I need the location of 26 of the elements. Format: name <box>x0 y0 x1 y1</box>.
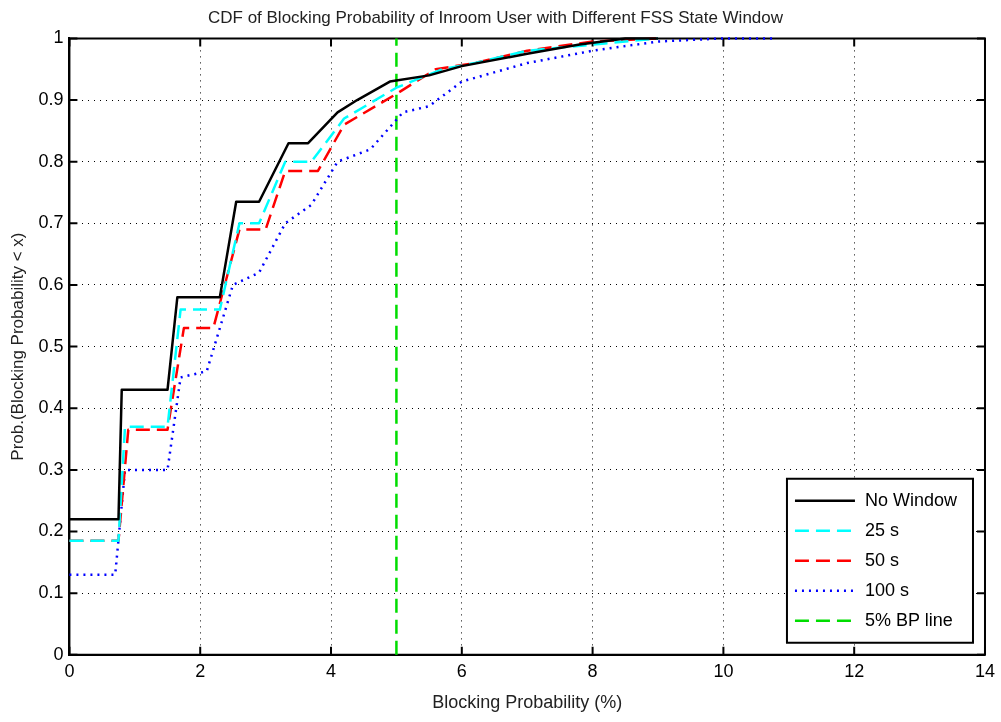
x-tick-label: 2 <box>195 660 206 681</box>
x-tick-label: 14 <box>974 660 995 681</box>
y-tick-label: 0.4 <box>38 397 64 418</box>
legend-label: 25 s <box>864 519 899 540</box>
x-tick-label: 10 <box>713 660 734 681</box>
x-axis-title: Blocking Probability (%) <box>432 692 623 713</box>
y-axis-title: Prob.(Blocking Probability < x) <box>7 232 27 461</box>
y-tick-label: 0 <box>53 643 64 664</box>
x-tick-label: 12 <box>844 660 865 681</box>
x-tick-label: 6 <box>456 660 467 681</box>
legend-label: 100 s <box>864 579 910 600</box>
y-tick-label: 0.6 <box>38 273 64 294</box>
x-tick-label: 4 <box>326 660 337 681</box>
y-tick-label: 0.8 <box>38 150 64 171</box>
legend-label: No Window <box>864 489 958 510</box>
y-tick-label: 0.2 <box>38 520 64 541</box>
y-tick-label: 0.1 <box>38 582 64 603</box>
x-tick-label: 8 <box>587 660 598 681</box>
y-tick-label: 0.5 <box>38 335 64 356</box>
y-tick-label: 0.9 <box>38 89 64 110</box>
y-tick-label: 1 <box>53 27 64 48</box>
y-tick-label: 0.7 <box>38 212 64 233</box>
legend-label: 5% BP line <box>864 609 953 630</box>
chart-title: CDF of Blocking Probability of Inroom User with Different FSS State Window <box>207 7 784 27</box>
legend-label: 50 s <box>864 549 899 570</box>
y-tick-label: 0.3 <box>38 458 64 479</box>
